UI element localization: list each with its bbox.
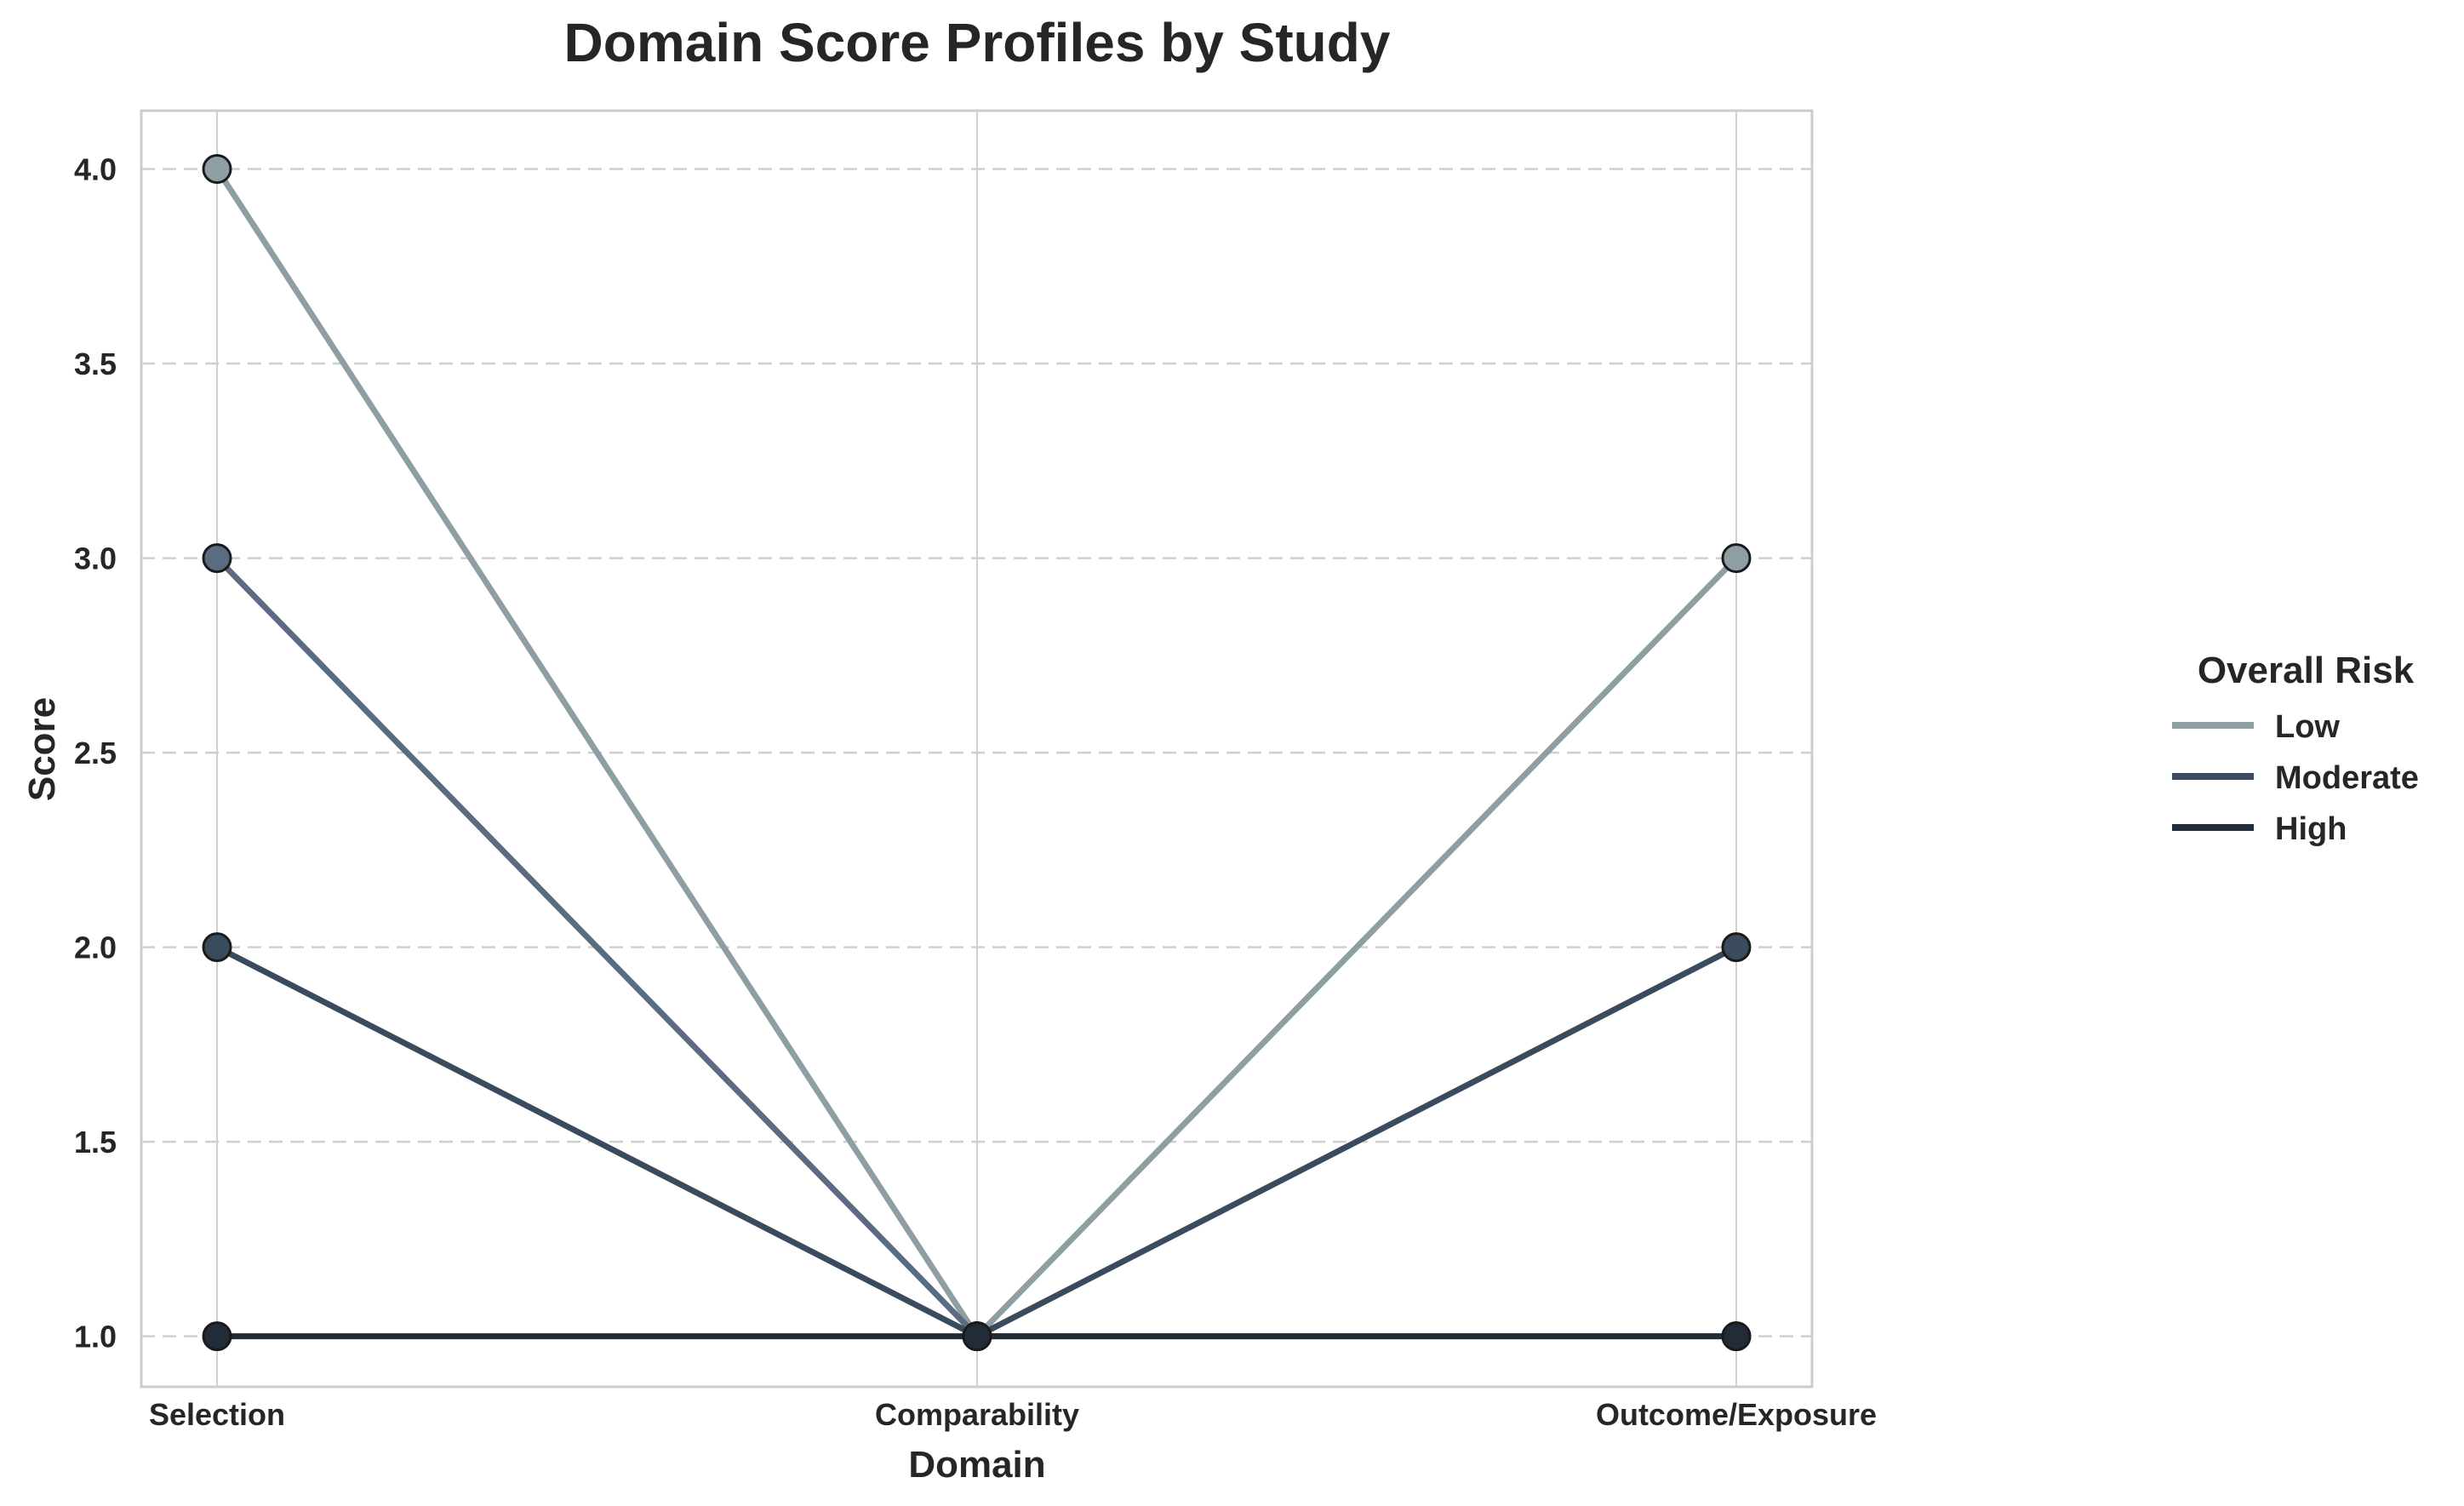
x-tick-label: Outcome/Exposure <box>1596 1397 1877 1432</box>
legend-title: Overall Risk <box>2198 650 2415 691</box>
data-point <box>202 154 232 185</box>
data-point <box>202 1321 232 1352</box>
data-point <box>1721 543 1752 574</box>
legend: Overall Risk Low Moderate High <box>2172 650 2419 847</box>
chart-title: Domain Score Profiles by Study <box>564 12 1391 73</box>
legend-label: Low <box>2275 709 2340 745</box>
legend-label: High <box>2275 811 2347 847</box>
x-tick-label: Comparability <box>875 1397 1079 1432</box>
x-axis-ticks: Selection Comparability Outcome/Exposure <box>149 1397 1877 1432</box>
legend-entries: Low Moderate High <box>2172 709 2419 847</box>
legend-label: Moderate <box>2275 760 2419 796</box>
y-tick-label: 1.0 <box>74 1320 117 1354</box>
data-point <box>962 1321 992 1352</box>
y-axis-title: Score <box>21 697 63 801</box>
data-point <box>1721 1321 1752 1352</box>
x-axis-title: Domain <box>908 1444 1045 1486</box>
y-tick-label: 4.0 <box>74 152 117 187</box>
data-point <box>1721 932 1752 963</box>
points-layer <box>202 154 1752 1352</box>
plot-area <box>140 109 1814 1389</box>
data-point <box>202 932 232 963</box>
y-tick-label: 1.5 <box>74 1125 117 1160</box>
y-tick-label: 2.5 <box>74 736 117 770</box>
x-tick-label: Selection <box>149 1397 285 1432</box>
y-tick-label: 2.0 <box>74 931 117 965</box>
y-tick-label: 3.5 <box>74 346 117 381</box>
gridlines <box>141 111 1812 1387</box>
y-axis-ticks: 1.0 1.5 2.0 2.5 3.0 3.5 4.0 <box>74 152 117 1354</box>
data-point <box>202 543 232 574</box>
y-tick-label: 3.0 <box>74 541 117 576</box>
